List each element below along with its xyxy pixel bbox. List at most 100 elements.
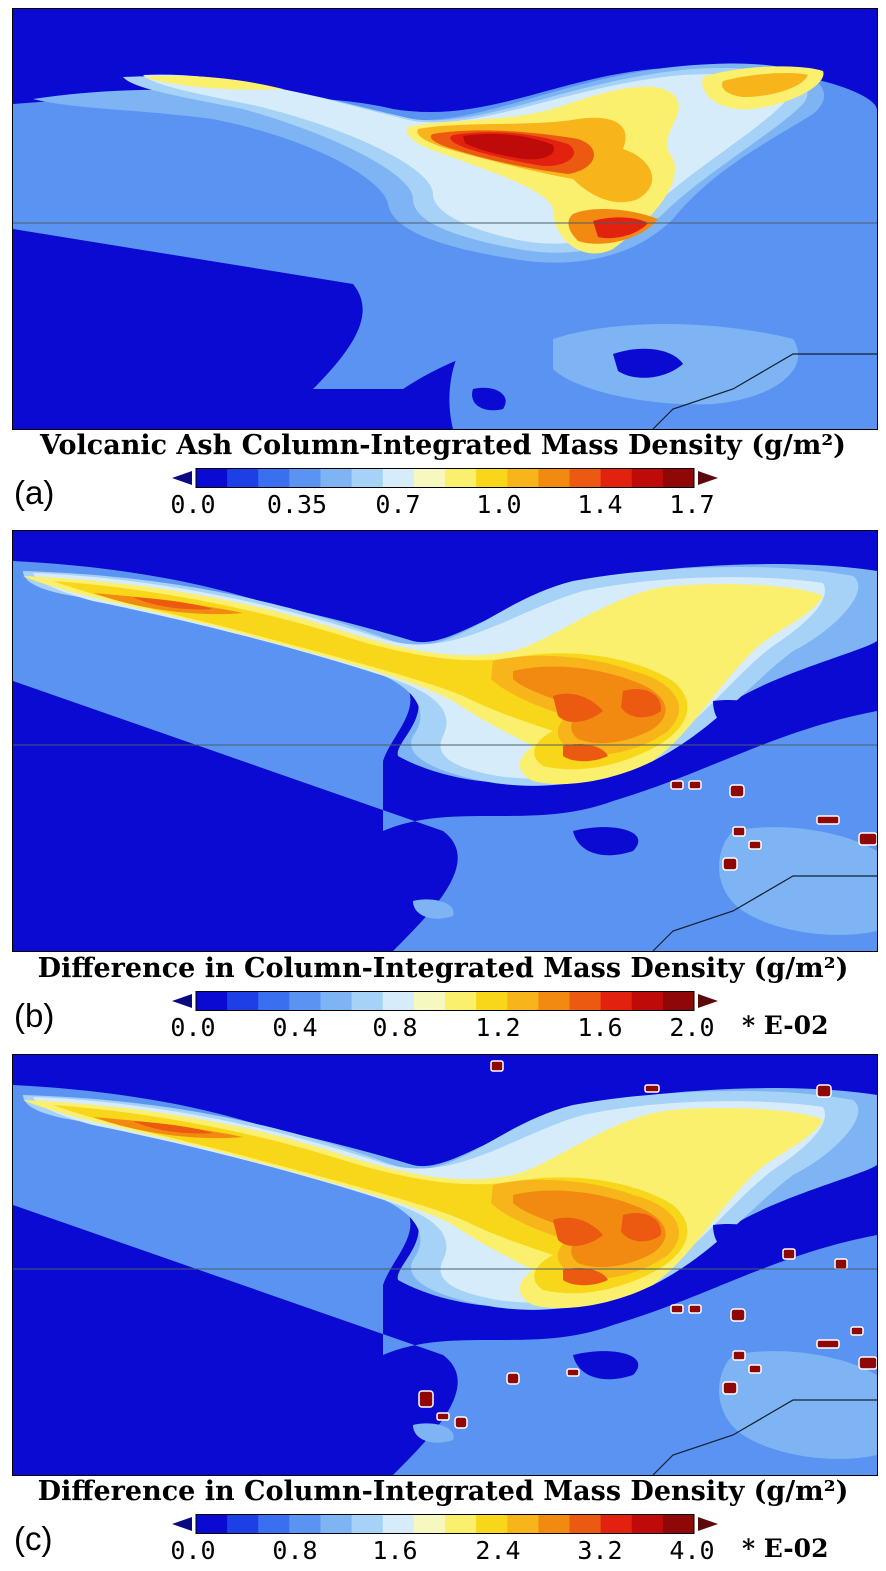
colorbar-swatch [507, 1514, 539, 1534]
tick-label: 0.8 [272, 1536, 318, 1565]
colorbar-swatch [569, 468, 602, 488]
contour-region [553, 1217, 603, 1247]
tick-label: 0.0 [170, 1536, 216, 1565]
colorbar-swatch [382, 1514, 415, 1534]
panel-b-scale-factor: * E-02 [742, 1011, 829, 1040]
hotspot-marker [730, 1308, 746, 1322]
colorbar-swatch [507, 468, 539, 488]
tick-label: 1.0 [476, 490, 522, 519]
contour-region [553, 693, 603, 723]
colorbar-swatch [320, 991, 353, 1011]
hotspot-marker [722, 857, 738, 871]
hotspots-b [670, 780, 877, 871]
colorbar-swatch [382, 468, 415, 488]
colorbar-c-ticks: 0.0 0.8 1.6 2.4 3.2 4.0 [150, 1536, 750, 1566]
hotspot-marker [436, 1412, 450, 1421]
contour-region [413, 1423, 454, 1443]
hotspot-marker [816, 815, 840, 825]
hotspot-marker [506, 1372, 520, 1385]
map-panel-b [12, 530, 878, 952]
colorbar-swatch [476, 468, 508, 488]
tick-label: 1.4 [577, 490, 623, 519]
colorbar-swatch [196, 1514, 228, 1534]
contour-region [133, 597, 213, 610]
colorbar-swatch [662, 468, 695, 488]
colorbar-swatch [258, 1514, 290, 1534]
hotspots-c [418, 1060, 877, 1429]
colorbar-border [195, 991, 695, 1011]
contour-region [53, 1105, 688, 1294]
contour-region [133, 1121, 213, 1134]
tick-label: 1.6 [577, 1013, 623, 1042]
colorbar-swatch [351, 1514, 384, 1534]
colorbar-low-arrow [172, 471, 192, 485]
colorbar-swatch [476, 991, 508, 1011]
colorbar-swatch [662, 1514, 695, 1534]
colorbar-swatch [631, 1514, 664, 1534]
contour-region [563, 744, 608, 762]
tick-label: 0.8 [372, 1013, 418, 1042]
contour-region [13, 561, 877, 951]
colorbar-a-ticks: 0.0 0.35 0.7 1.0 1.4 1.7 [150, 490, 750, 520]
contour-region [722, 73, 808, 97]
colorbar-swatch [382, 991, 415, 1011]
contour-region [463, 134, 554, 160]
hotspot-marker [732, 826, 746, 837]
colorbar-low-arrow [172, 994, 192, 1008]
hotspot-marker [418, 1390, 434, 1408]
panel-c-title: Difference in Column-Integrated Mass Den… [37, 1476, 849, 1507]
tick-label: 4.0 [669, 1536, 715, 1565]
contour-region [573, 827, 639, 856]
colorbar-swatch [196, 468, 228, 488]
tick-label: 0.7 [375, 490, 421, 519]
tick-label: 2.4 [475, 1536, 521, 1565]
tick-label: 1.7 [669, 490, 715, 519]
colorbar-border [195, 1514, 695, 1534]
hotspot-marker [816, 1339, 840, 1349]
colorbar-swatch [600, 468, 633, 488]
contour-region [13, 1085, 877, 1475]
panel-b-title: Difference in Column-Integrated Mass Den… [37, 953, 849, 984]
hotspot-marker [688, 780, 702, 790]
colorbar-swatch [662, 991, 695, 1011]
colorbar-swatch [413, 991, 446, 1011]
panel-c-label: (c) [14, 1520, 53, 1557]
hotspot-marker [670, 1304, 684, 1314]
hotspot-marker [729, 784, 745, 798]
hotspot-marker [858, 832, 877, 846]
hotspot-marker [748, 1364, 762, 1374]
map-panel-c [12, 1054, 878, 1476]
colorbar-c [172, 1514, 718, 1534]
colorbar-swatch [631, 991, 664, 1011]
map-panel-a [12, 8, 878, 430]
colorbar-swatch [351, 991, 384, 1011]
panel-c-scale-factor: * E-02 [742, 1534, 829, 1563]
panel-a-title: Volcanic Ash Column-Integrated Mass Dens… [40, 430, 846, 461]
colorbar-swatch [227, 1514, 259, 1534]
hotspot-marker [644, 1084, 660, 1093]
colorbar-b [172, 991, 718, 1011]
colorbar-swatch [569, 1514, 602, 1534]
colorbar-swatch [227, 991, 259, 1011]
tick-label: 1.2 [475, 1013, 521, 1042]
colorbar-swatch [351, 468, 384, 488]
colorbar-a [172, 468, 718, 488]
ash-density-map-a [13, 9, 877, 429]
hotspot-marker [722, 1381, 738, 1395]
hotspot-marker [858, 1356, 877, 1370]
contour-region [53, 581, 688, 770]
colorbar-swatch [413, 1514, 446, 1534]
colorbar-high-arrow [698, 994, 718, 1008]
colorbar-swatch [320, 1514, 353, 1534]
colorbar-swatch [445, 1514, 477, 1534]
colorbar-swatch [445, 991, 477, 1011]
hotspot-marker [566, 1368, 580, 1377]
hotspot-marker [670, 780, 684, 790]
ash-difference-map-b [13, 531, 877, 951]
tick-label: 0.0 [170, 490, 216, 519]
hotspot-marker [732, 1350, 746, 1361]
panel-b-label: (b) [14, 997, 55, 1034]
colorbar-swatch [538, 991, 570, 1011]
contour-region [713, 1224, 779, 1259]
colorbar-swatch [476, 1514, 508, 1534]
